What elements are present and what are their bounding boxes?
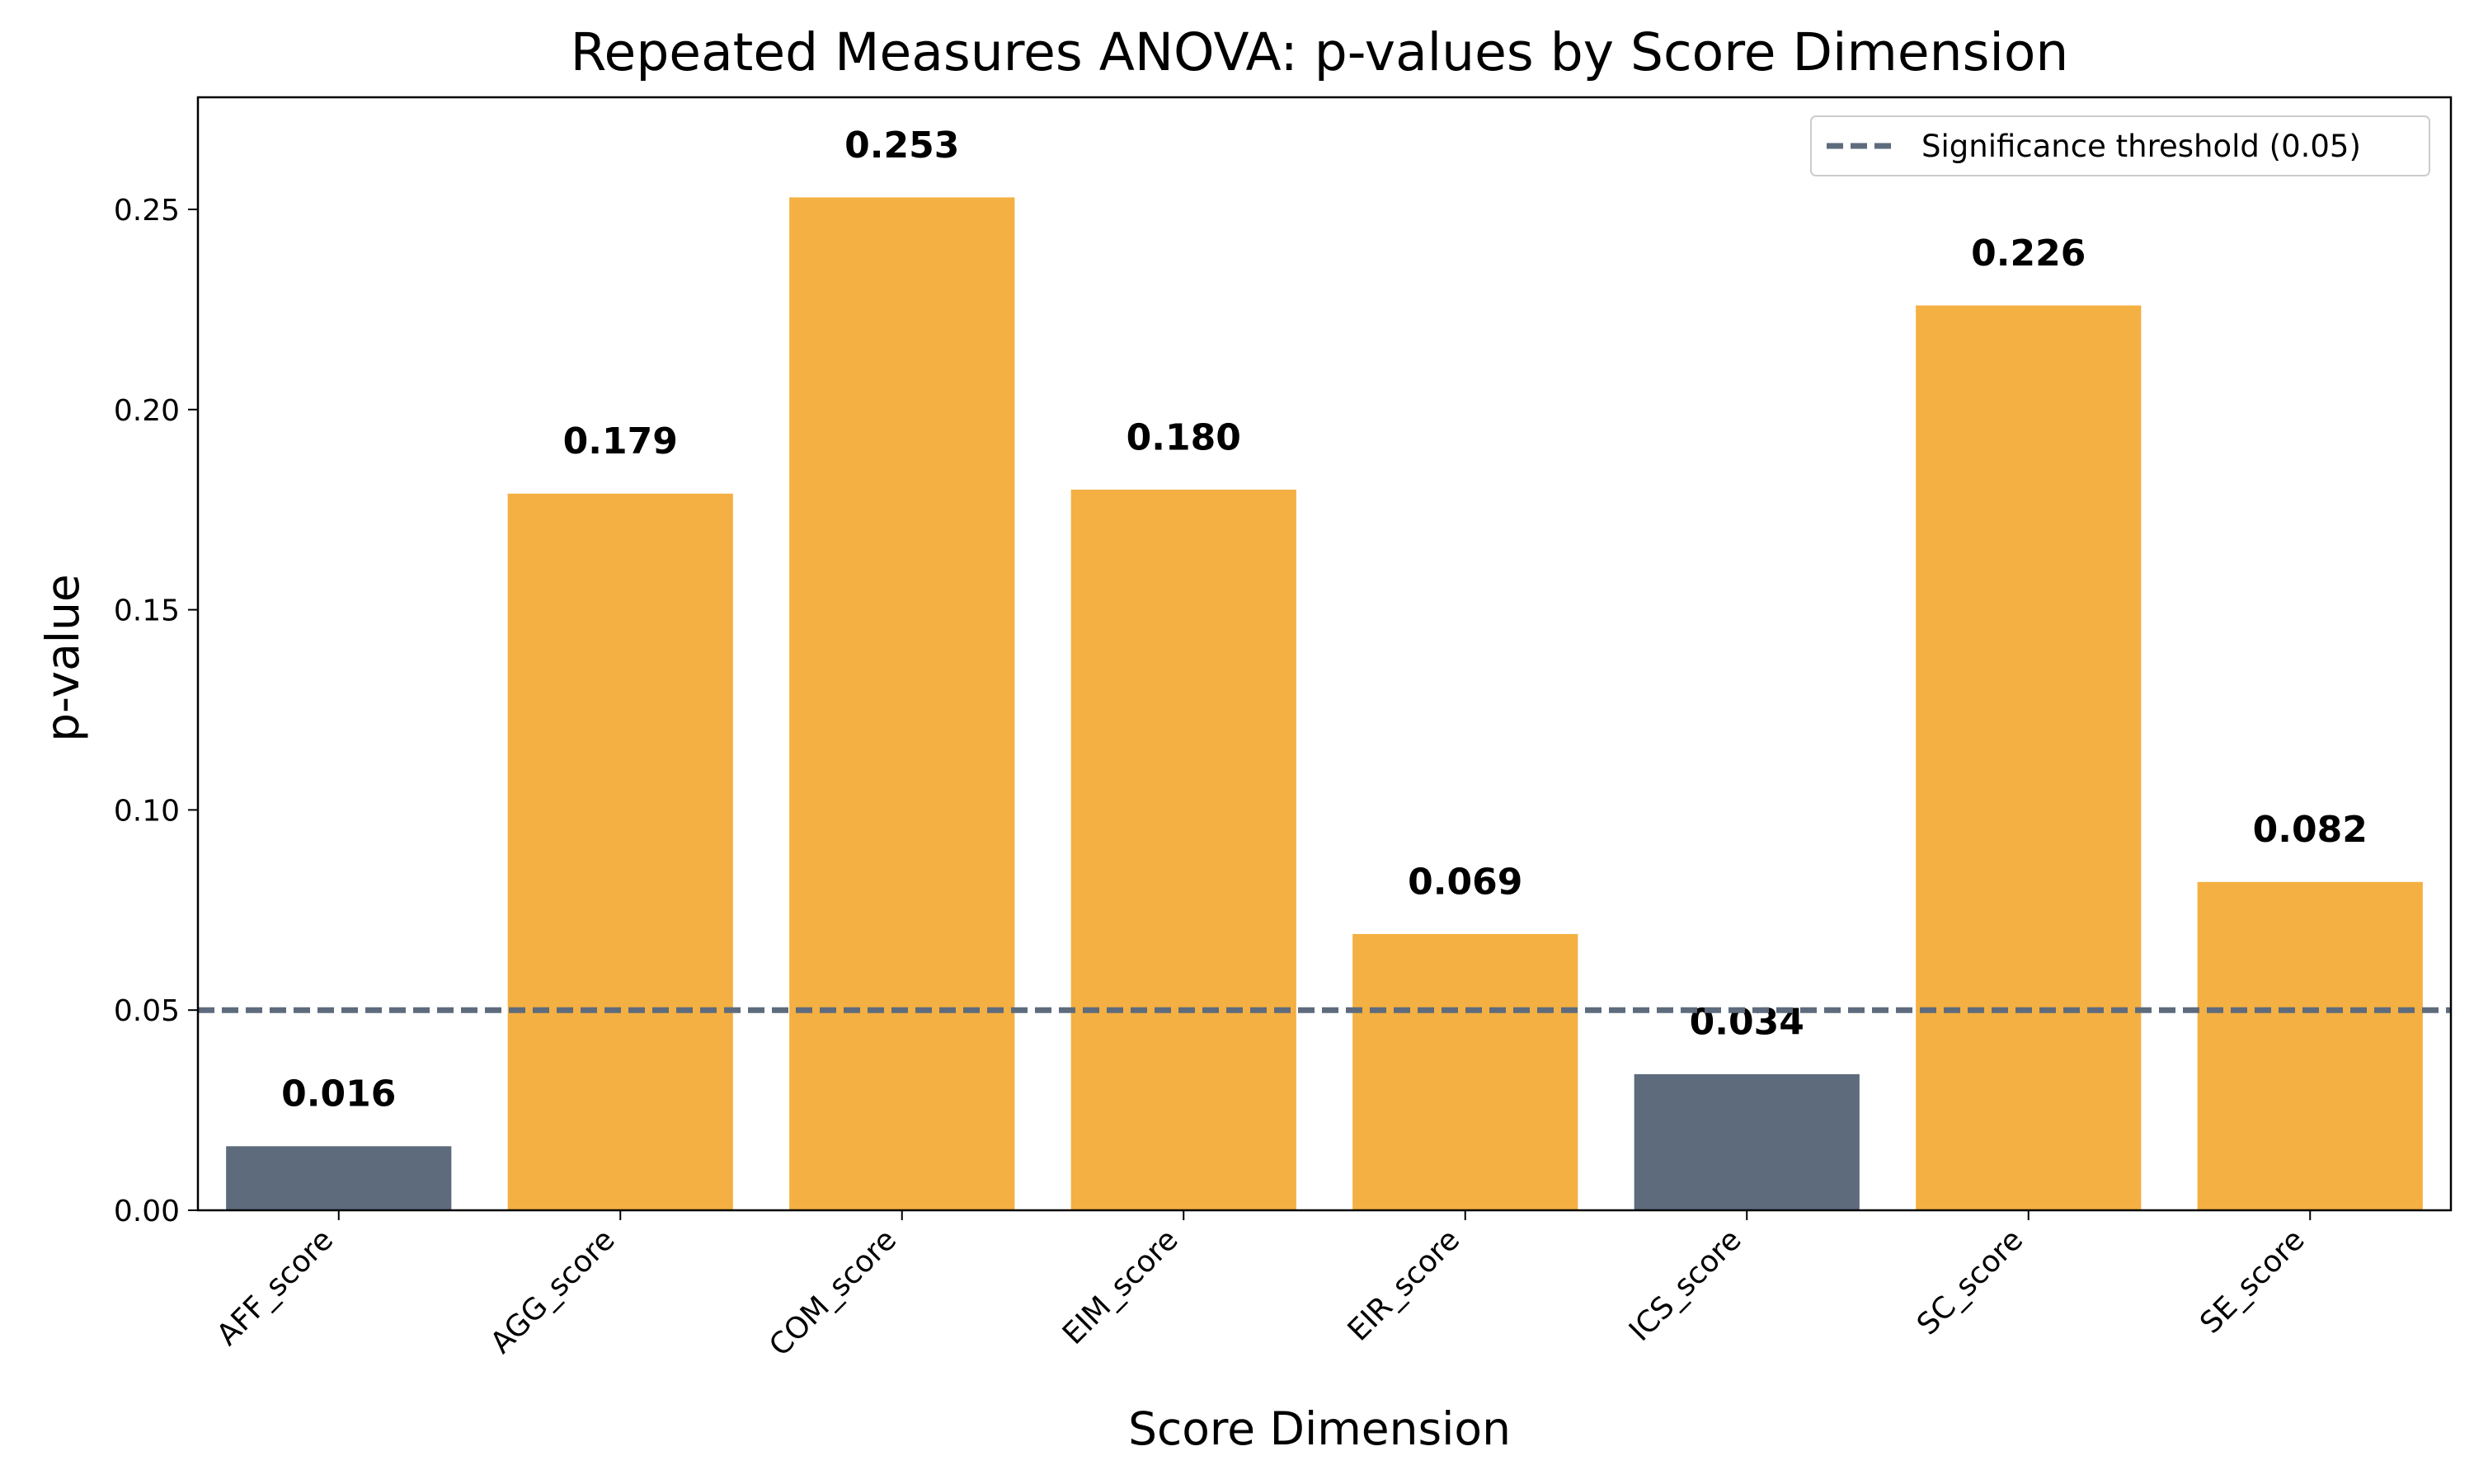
legend: Significance threshold (0.05) [1810, 115, 2430, 176]
x-axis-label: Score Dimension [1128, 1402, 1511, 1455]
y-axis-label: p-value [36, 574, 89, 742]
plot-area: 0.00 0.05 0.10 0.15 0.20 0.25 0.016 AFF_score 0.… [114, 96, 2453, 1363]
bar [1070, 489, 1296, 1210]
bar [1634, 1073, 1860, 1210]
bar [2197, 881, 2423, 1210]
bar [789, 197, 1015, 1211]
bar-value-label: 0.179 [563, 420, 678, 463]
bar-value-label: 0.069 [1408, 861, 1522, 903]
y-tick-label: 0.10 [114, 794, 180, 828]
x-tick-label: AFF_score [210, 1223, 340, 1352]
legend-threshold-label: Significance threshold (0.05) [1921, 129, 2361, 164]
bar-value-label: 0.016 [281, 1073, 396, 1115]
y-tick-label: 0.15 [114, 594, 180, 628]
bar-value-label: 0.180 [1126, 416, 1241, 458]
bar-value-label: 0.082 [2253, 809, 2368, 851]
y-tick-label: 0.00 [114, 1195, 180, 1228]
chart-title: Repeated Measures ANOVA: p-values by Sco… [571, 22, 2069, 82]
x-tick-label: ICS_score [1623, 1223, 1748, 1348]
x-tick-label: AGG_score [484, 1223, 622, 1360]
bar [507, 493, 733, 1210]
x-tick-label: SE_score [2194, 1223, 2311, 1340]
x-tick-label: COM_score [763, 1223, 903, 1363]
legend-box [1810, 115, 2430, 176]
axes-frame [196, 96, 2453, 1212]
y-tick-label: 0.25 [114, 194, 180, 228]
y-tick-label: 0.05 [114, 994, 180, 1028]
y-tick-label: 0.20 [114, 394, 180, 428]
x-tick-label: SC_score [1911, 1223, 2030, 1341]
bar [1916, 305, 2142, 1211]
bar-value-label: 0.253 [844, 124, 959, 167]
bar [226, 1146, 452, 1210]
x-tick-label: EIM_score [1056, 1223, 1185, 1351]
bar [1352, 933, 1578, 1210]
x-tick-label: EIR_score [1342, 1223, 1466, 1347]
bar-value-label: 0.226 [1971, 232, 2086, 275]
